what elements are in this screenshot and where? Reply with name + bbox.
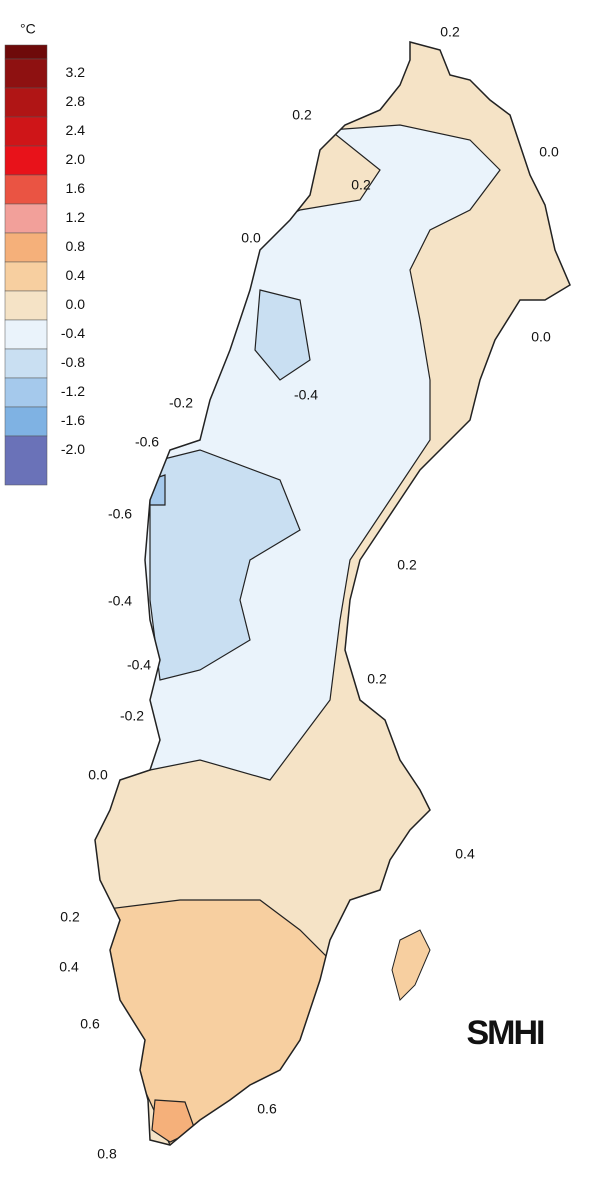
legend-label: 2.8 xyxy=(66,93,86,109)
legend-label: -1.2 xyxy=(61,383,85,399)
contour-label: -0.2 xyxy=(120,708,144,724)
legend-swatch xyxy=(4,87,48,118)
contour-label: 0.0 xyxy=(539,144,559,160)
legend-swatch xyxy=(4,377,48,408)
legend-swatch xyxy=(4,406,48,437)
contour-label: 0.0 xyxy=(531,329,551,345)
legend-unit: °C xyxy=(20,21,36,37)
contour-label: 0.6 xyxy=(257,1101,277,1117)
legend-label: 1.2 xyxy=(66,209,86,225)
contour-label: 0.2 xyxy=(397,557,417,573)
legend-swatch xyxy=(4,348,48,379)
legend-label: 2.4 xyxy=(66,122,86,138)
legend-label: -1.6 xyxy=(61,412,85,428)
region-minus04 xyxy=(254,289,311,381)
contour-label: 0.0 xyxy=(88,767,108,783)
contour-label: -0.6 xyxy=(135,434,159,450)
legend-label: 2.0 xyxy=(66,151,86,167)
contour-label: -0.4 xyxy=(294,387,318,403)
legend-label: -2.0 xyxy=(61,441,85,457)
legend-label: 0.0 xyxy=(66,296,86,312)
legend-label: 0.4 xyxy=(66,267,86,283)
contour-label: -0.4 xyxy=(108,593,132,609)
legend-label: 3.2 xyxy=(66,64,86,80)
contour-label: 0.2 xyxy=(440,24,460,40)
legend-swatch xyxy=(4,44,48,60)
contour-label: 0.0 xyxy=(241,230,261,246)
contour-label: -0.2 xyxy=(169,395,193,411)
contour-label: 0.2 xyxy=(292,107,312,123)
region-minus04 xyxy=(149,449,301,681)
legend-swatch xyxy=(4,203,48,234)
legend-label: 0.8 xyxy=(66,238,86,254)
legend-swatch xyxy=(4,319,48,350)
legend-swatch xyxy=(4,58,48,89)
contour-labels: 0.2 0.2 0.0 0.2 0.0 0.0 -0.2 -0.4 -0.6 -0.6 0.2 -0.… xyxy=(59,24,559,1162)
legend-swatch xyxy=(4,174,48,205)
legend-swatch xyxy=(4,290,48,321)
legend-label: -0.8 xyxy=(61,354,85,370)
contour-label: -0.4 xyxy=(127,657,151,673)
legend-swatch xyxy=(4,435,48,486)
contour-label: -0.6 xyxy=(108,506,132,522)
legend: °C 3.2 2.8 2.4 2.0 1.6 1.2 0.8 0.4 0.0 -0.4 -0.8 -1.… xyxy=(4,21,86,486)
contour-label: 0.4 xyxy=(59,959,79,975)
contour-label: 0.2 xyxy=(351,177,371,193)
contour-label: 0.2 xyxy=(367,671,387,687)
contour-label: 0.8 xyxy=(97,1146,117,1162)
legend-label: 1.6 xyxy=(66,180,86,196)
gotland xyxy=(391,929,431,1001)
legend-swatch xyxy=(4,116,48,147)
region-minus02 xyxy=(129,124,501,781)
legend-swatch xyxy=(4,261,48,292)
contour-label: 0.4 xyxy=(455,846,475,862)
legend-swatch xyxy=(4,145,48,176)
legend-swatch xyxy=(4,232,48,263)
logo: SMHI xyxy=(467,1014,545,1052)
legend-label: -0.4 xyxy=(61,325,85,341)
contour-label: 0.6 xyxy=(80,1016,100,1032)
contour-label: 0.2 xyxy=(60,909,80,925)
